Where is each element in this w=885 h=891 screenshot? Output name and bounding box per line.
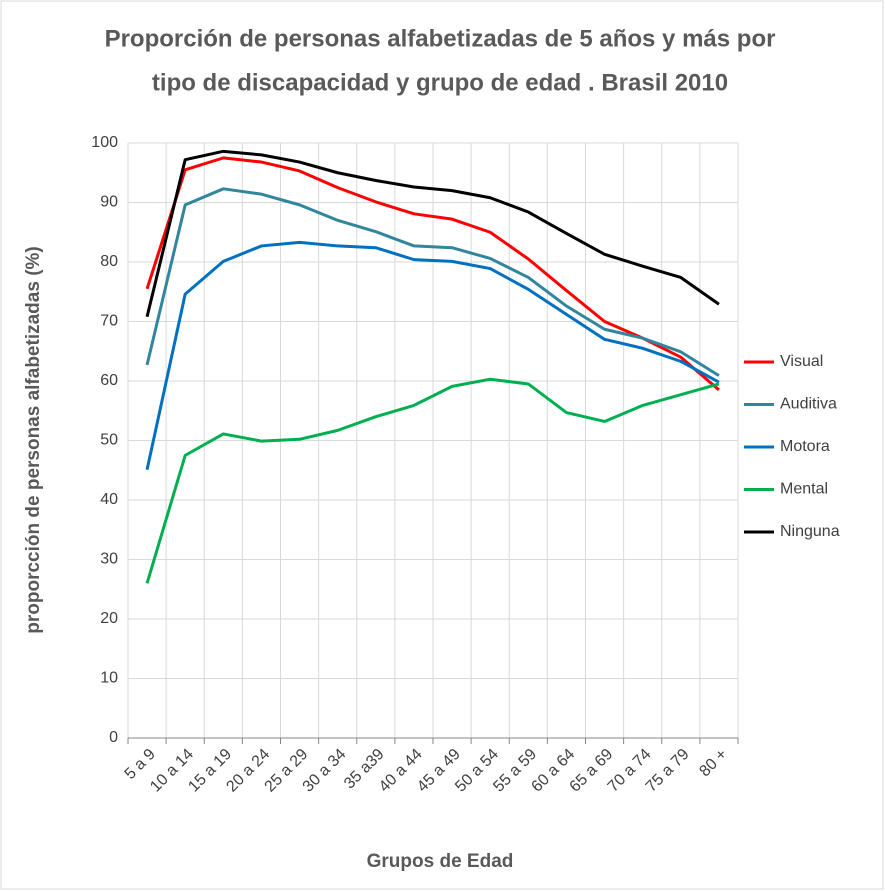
legend-label: Mental [780,481,828,498]
line-series [145,240,720,470]
y-tick-label: 100 [91,134,118,151]
chart-title: Proporción de personas alfabetizadas de … [105,25,776,52]
y-tick-label: 20 [100,610,118,627]
line-series [145,149,720,318]
legend-label: Motora [780,438,830,455]
chart-title: tipo de discapacidad y grupo de edad . B… [152,69,728,96]
legend-label: Auditiva [780,396,837,413]
y-tick-label: 80 [100,253,118,270]
y-tick-label: 50 [100,432,118,449]
line-series [145,187,720,377]
y-tick-label: 90 [100,194,118,211]
y-axis-title: proporcción de personas alfabetizadas (%… [23,246,44,633]
line-series [145,156,720,392]
y-tick-label: 40 [100,491,118,508]
line-series [145,377,720,584]
x-axis-title: Grupos de Edad [367,851,514,872]
legend-label: Visual [780,353,823,370]
y-tick-label: 70 [100,313,118,330]
y-tick-label: 0 [109,729,118,746]
y-tick-label: 10 [100,670,118,687]
y-tick-label: 60 [100,372,118,389]
y-tick-label: 30 [100,551,118,568]
legend-label: Ninguna [780,523,840,540]
